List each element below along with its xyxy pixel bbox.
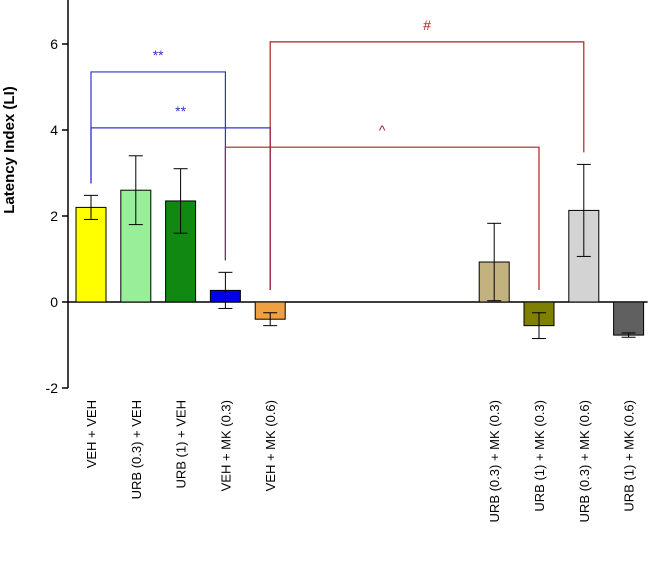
y-tick-label: 4 (50, 122, 58, 138)
category-label-3: URB (1) + VEH (174, 400, 189, 489)
bars (75, 155, 645, 340)
significance-label-4: ^ (379, 122, 386, 138)
y-tick-label: 6 (50, 36, 58, 52)
error-bar-6 (487, 222, 502, 302)
significance-bracket-3: # (269, 17, 585, 290)
error-bar-1 (84, 194, 98, 220)
error-bar-2 (128, 155, 143, 226)
error-bar-9 (621, 332, 636, 338)
y-axis-label: Latency Index (LI) (1, 86, 18, 214)
error-bar-4 (218, 271, 233, 309)
category-label-9: URB (1) + MK (0.6) (622, 400, 637, 512)
category-label-8: URB (0.3) + MK (0.6) (577, 400, 592, 522)
significance-label-2: ** (175, 103, 186, 119)
significance-bracket-1: ** (90, 47, 226, 261)
bar-2 (120, 189, 152, 303)
category-labels: VEH + VEH URB (0.3) + VEH URB (1) + VEH VEH… (84, 400, 637, 522)
category-label-7: URB (1) + MK (0.3) (532, 400, 547, 512)
error-bar-7 (532, 312, 546, 340)
error-bar-5 (263, 312, 278, 327)
category-label-1: VEH + VEH (84, 400, 99, 468)
y-tick-label: 2 (50, 208, 58, 224)
error-bar-3 (173, 168, 188, 234)
y-tick-label: 0 (50, 294, 58, 310)
bar-9 (613, 301, 645, 336)
category-label-2: URB (0.3) + VEH (129, 400, 144, 499)
category-label-6: URB (0.3) + MK (0.3) (487, 400, 502, 522)
significance-annotations: ** ** # ^ (90, 17, 585, 290)
significance-bracket-4: ^ (224, 122, 540, 290)
bar-1 (75, 206, 107, 303)
significance-label-3: # (423, 17, 431, 33)
category-label-5: VEH + MK (0.6) (263, 400, 278, 491)
error-bar-8 (576, 163, 591, 257)
y-tick-label: -2 (46, 380, 59, 396)
significance-label-1: ** (153, 47, 164, 63)
category-label-4: VEH + MK (0.3) (218, 400, 233, 491)
